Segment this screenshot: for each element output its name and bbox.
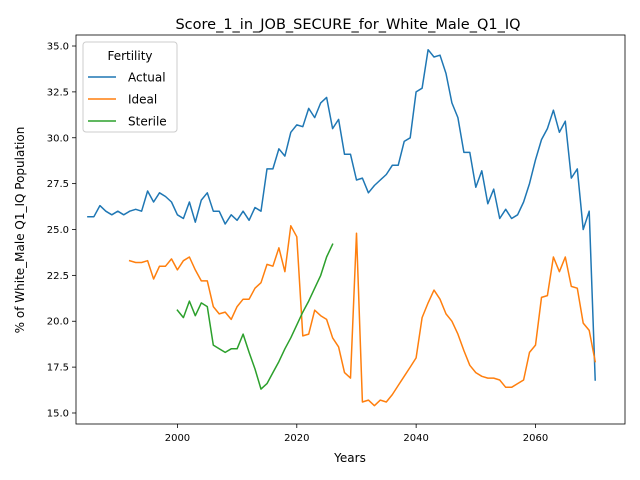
series-line-sterile [176,243,334,390]
x-tick-label: 2020 [284,433,309,444]
y-tick-label: 27.5 [47,179,69,190]
legend-label-sterile: Sterile [128,115,167,129]
y-axis-label: % of White_Male Q1_IQ Population [13,127,27,334]
legend: Fertility Actual Ideal Sterile [82,41,178,133]
y-tick-label: 30.0 [47,133,69,144]
x-axis-label: Years [333,451,366,465]
y-tick-label: 20.0 [47,317,69,328]
x-tick-label: 2040 [403,433,428,444]
legend-label-ideal: Ideal [128,93,157,107]
y-axis: 15.0 17.5 20.0 22.5 25.0 27.5 30.0 32.5 35.0 [47,42,76,419]
series-line-ideal [128,225,597,407]
legend-label-actual: Actual [128,71,166,85]
x-axis: 2000 2020 2040 2060 [165,424,548,444]
chart-title: Score_1_in_JOB_SECURE_for_White_Male_Q1_… [175,17,520,33]
series-line-actual [87,48,596,381]
y-tick-label: 32.5 [47,87,69,98]
x-tick-label: 2060 [523,433,548,444]
x-tick-label: 2000 [165,433,190,444]
legend-title: Fertility [107,49,152,63]
y-tick-label: 22.5 [47,271,69,282]
y-tick-label: 25.0 [47,225,69,236]
y-tick-label: 15.0 [47,408,69,419]
y-tick-label: 17.5 [47,363,69,374]
y-tick-label: 35.0 [47,42,69,53]
legend-entries: Actual Ideal Sterile [88,71,167,129]
plot-lines [87,48,597,407]
legend-box [82,41,178,133]
